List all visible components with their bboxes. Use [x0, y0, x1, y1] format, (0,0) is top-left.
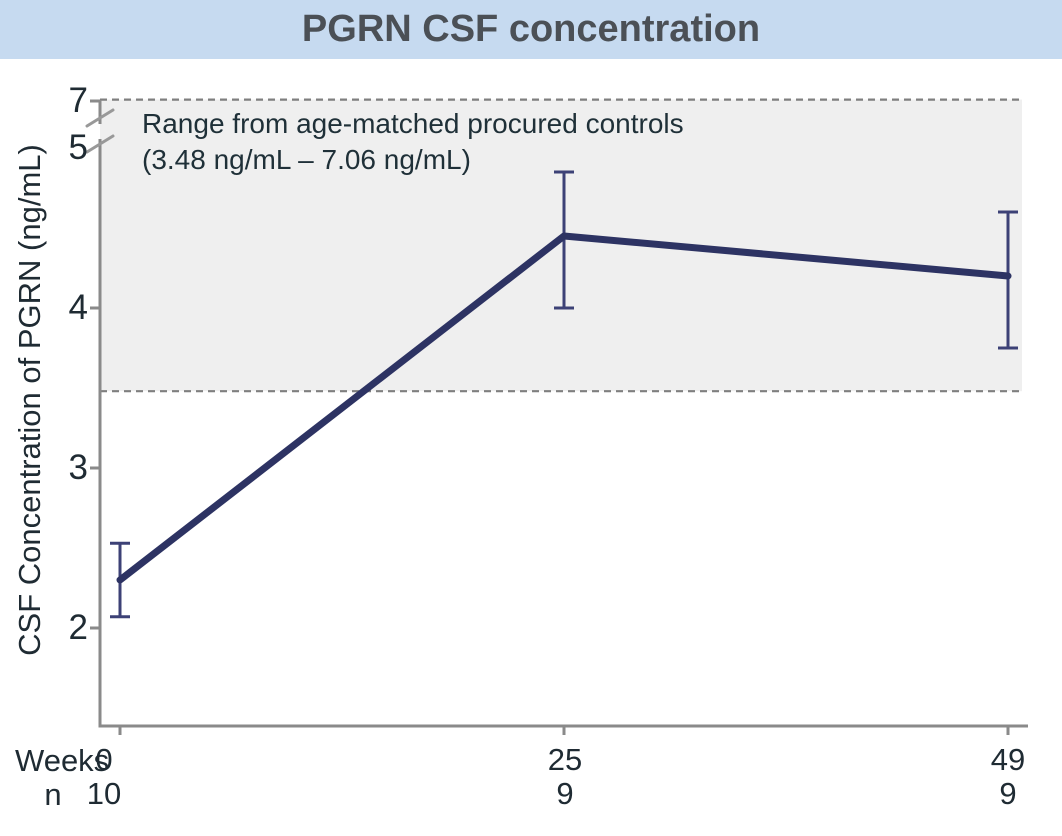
control-range-annotation-line1: Range from age-matched procured controls: [142, 108, 684, 139]
y-tick-label: 2: [68, 608, 88, 647]
y-axis-break-mark: [85, 134, 115, 154]
n-value: 9: [999, 776, 1017, 811]
chart-title-banner: PGRN CSF concentration: [0, 0, 1062, 59]
n-value: 9: [556, 776, 574, 811]
control-range-annotation: Range from age-matched procured controls…: [142, 106, 684, 178]
y-tick-label: 4: [68, 288, 88, 327]
n-value: 10: [86, 776, 122, 811]
n-row-label: n: [44, 777, 62, 812]
y-axis-title: CSF Concentration of PGRN (ng/mL): [12, 144, 47, 656]
y-tick-label: 7: [68, 81, 88, 120]
chart-title: PGRN CSF concentration: [301, 8, 761, 50]
control-range-annotation-line2: (3.48 ng/mL – 7.06 ng/mL): [142, 144, 471, 175]
y-tick-label: 5: [68, 128, 88, 167]
control-range-band: [100, 99, 1022, 392]
x-tick-label: 25: [547, 742, 583, 777]
x-tick-label: 0: [95, 742, 113, 777]
x-tick-label: 49: [990, 742, 1026, 777]
y-tick-label: 3: [68, 448, 88, 487]
data-line: [116, 232, 1012, 584]
y-axis-break-mark: [85, 108, 115, 128]
